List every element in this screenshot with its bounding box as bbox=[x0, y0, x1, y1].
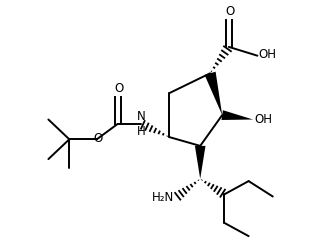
Polygon shape bbox=[195, 146, 206, 179]
Polygon shape bbox=[221, 110, 253, 120]
Text: O: O bbox=[225, 5, 235, 18]
Text: O: O bbox=[93, 132, 103, 145]
Text: OH: OH bbox=[258, 48, 277, 61]
Text: OH: OH bbox=[255, 113, 273, 126]
Text: O: O bbox=[114, 82, 123, 95]
Polygon shape bbox=[205, 72, 222, 115]
Text: N: N bbox=[137, 110, 146, 123]
Text: H: H bbox=[137, 125, 146, 138]
Text: H₂N: H₂N bbox=[152, 191, 174, 204]
